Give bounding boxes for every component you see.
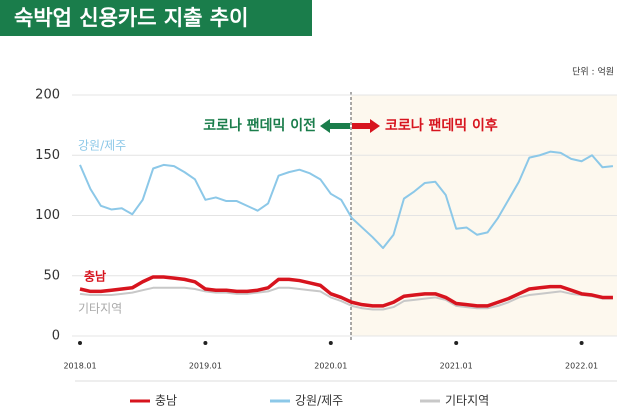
unit-label: 단위 : 억원 bbox=[572, 66, 614, 78]
annotation: 코로나 팬데믹 이후 bbox=[385, 117, 498, 134]
x-tick-label: 2018.01 bbox=[63, 362, 96, 371]
annotation: 코로나 팬데믹 이전 bbox=[203, 117, 316, 134]
x-tick bbox=[78, 341, 82, 345]
arrow-left bbox=[320, 119, 330, 133]
series-label: 충남 bbox=[84, 269, 106, 284]
series-line bbox=[79, 150, 614, 250]
y-tick-label: 100 bbox=[35, 208, 60, 223]
y-tick-label: 0 bbox=[52, 329, 60, 344]
title-banner bbox=[0, 0, 312, 36]
x-tick bbox=[579, 341, 584, 345]
y-tick-label: 150 bbox=[35, 148, 60, 163]
series-label: 강원/제주 bbox=[78, 139, 126, 153]
series-label: 기타지역 bbox=[78, 302, 122, 316]
y-tick-label: 200 bbox=[35, 88, 60, 103]
x-tick-label: 2021.01 bbox=[440, 362, 473, 371]
arrow-right-shaft bbox=[352, 123, 370, 129]
legend-label: 기타지역 bbox=[445, 394, 489, 408]
x-tick-label: 2019.01 bbox=[189, 362, 222, 371]
chart-title: 숙박업 신용카드 지출 추이 bbox=[14, 6, 248, 30]
x-tick bbox=[454, 341, 459, 345]
series-line bbox=[79, 286, 613, 311]
y-tick-label: 50 bbox=[43, 268, 60, 283]
x-tick bbox=[328, 341, 333, 345]
x-tick-label: 2020.01 bbox=[314, 362, 347, 371]
legend-label: 충남 bbox=[155, 394, 177, 408]
x-tick bbox=[203, 341, 208, 345]
legend-label: 강원/제주 bbox=[295, 394, 343, 408]
arrow-right bbox=[370, 119, 380, 133]
x-tick-label: 2022.01 bbox=[565, 362, 598, 371]
arrow-left-shaft bbox=[330, 123, 350, 129]
series-line bbox=[79, 275, 613, 308]
